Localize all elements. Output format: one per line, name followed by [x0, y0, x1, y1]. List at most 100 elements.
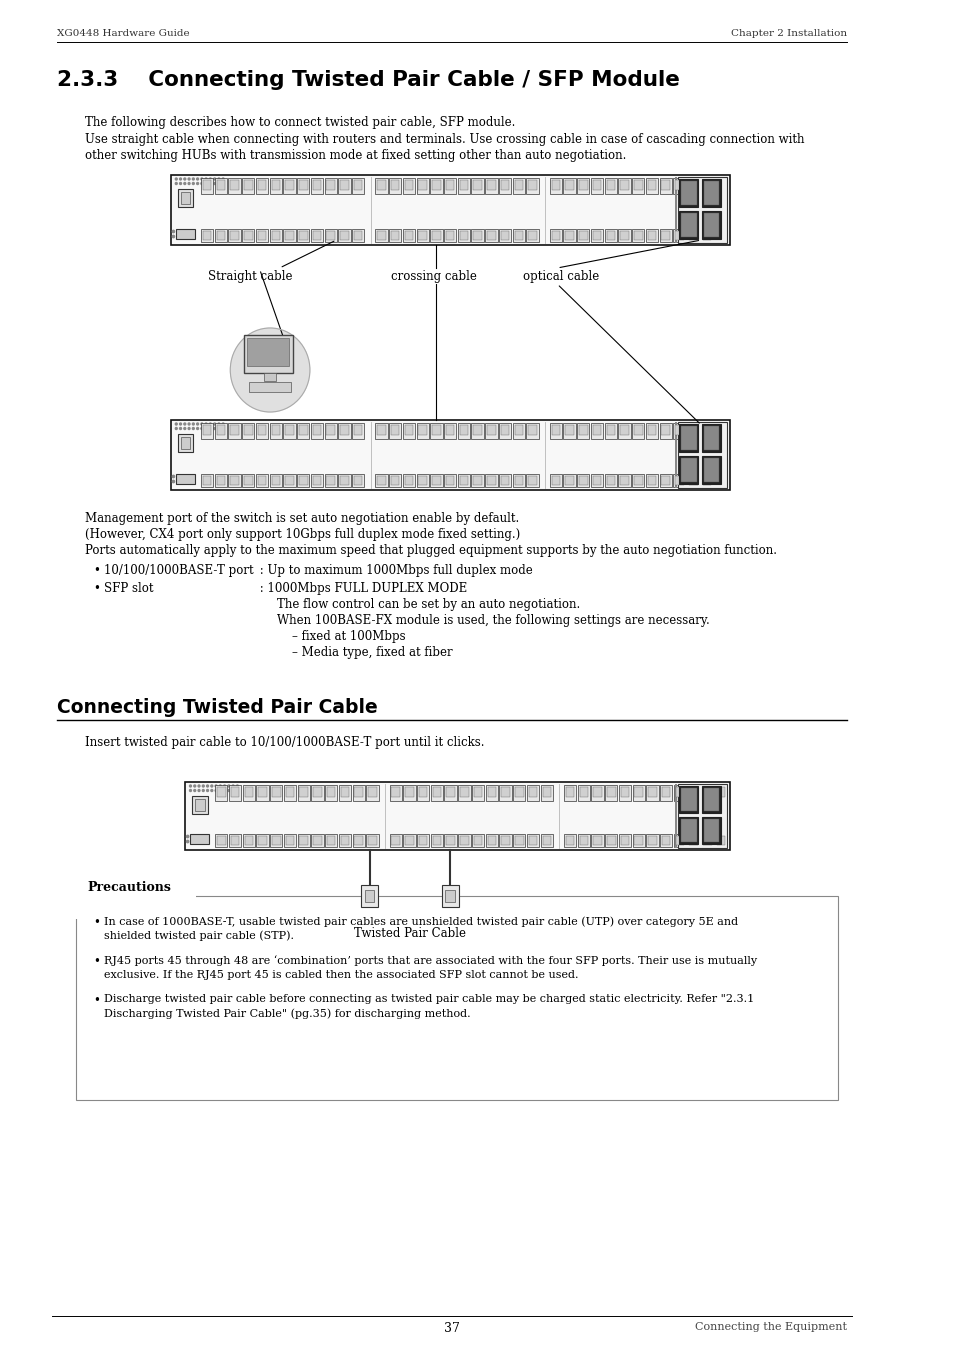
Bar [513, 785, 525, 801]
Bar [403, 785, 416, 801]
Bar [702, 426, 711, 435]
Bar [500, 231, 509, 240]
Circle shape [201, 423, 203, 426]
Circle shape [217, 182, 219, 185]
Bar [313, 231, 321, 240]
Bar [473, 476, 481, 485]
Bar [244, 836, 253, 844]
Bar [181, 192, 191, 204]
Bar [285, 231, 294, 240]
Bar [472, 834, 484, 847]
Bar [391, 426, 399, 435]
Bar [686, 178, 699, 195]
Bar [416, 834, 429, 847]
Circle shape [205, 423, 207, 426]
Circle shape [196, 178, 198, 180]
Bar [526, 834, 538, 847]
Bar [592, 476, 600, 485]
Bar [618, 423, 630, 439]
Bar [512, 474, 524, 486]
Bar [244, 426, 253, 435]
Bar [499, 785, 511, 801]
Bar [283, 230, 295, 242]
Bar [485, 178, 497, 195]
Bar [214, 474, 227, 486]
Bar [563, 474, 575, 486]
Bar [716, 836, 724, 844]
Bar [389, 230, 401, 242]
Bar [592, 426, 600, 435]
Bar [577, 423, 589, 439]
Bar [325, 785, 337, 801]
Bar [673, 178, 685, 195]
Bar [498, 178, 511, 195]
Bar [604, 230, 617, 242]
Bar [296, 474, 309, 486]
Bar [680, 458, 696, 482]
Bar [432, 476, 440, 485]
Bar [270, 785, 282, 801]
Bar [258, 836, 267, 844]
Bar [338, 834, 351, 847]
Bar [700, 474, 713, 486]
Bar [474, 788, 482, 797]
Bar [604, 785, 617, 801]
Text: XG0448 Hardware Guide: XG0448 Hardware Guide [57, 28, 190, 38]
Bar [445, 890, 455, 902]
Bar [270, 474, 282, 486]
Circle shape [184, 423, 186, 426]
Bar [632, 230, 644, 242]
Bar [526, 474, 538, 486]
Bar [338, 230, 351, 242]
Bar [565, 180, 573, 190]
Text: (However, CX4 port only support 10Gbps full duplex mode fixed setting.): (However, CX4 port only support 10Gbps f… [85, 528, 520, 540]
Circle shape [179, 423, 181, 426]
Bar [457, 834, 470, 847]
Bar [203, 231, 212, 240]
Bar [459, 180, 468, 190]
Bar [459, 476, 468, 485]
Bar [355, 788, 362, 797]
Circle shape [207, 789, 209, 792]
Circle shape [213, 427, 215, 430]
Bar [366, 834, 378, 847]
Bar [402, 178, 415, 195]
Bar [443, 474, 456, 486]
Bar [702, 180, 711, 190]
Bar [606, 231, 615, 240]
Bar [680, 788, 696, 811]
Circle shape [188, 182, 190, 185]
Circle shape [172, 481, 174, 482]
Bar [578, 426, 587, 435]
Bar [338, 474, 351, 486]
Bar [389, 474, 401, 486]
Bar [634, 788, 642, 797]
Bar [700, 178, 713, 195]
Bar [645, 474, 658, 486]
Bar [255, 178, 268, 195]
Bar [446, 788, 455, 797]
Bar [634, 426, 642, 435]
Bar [459, 788, 468, 797]
Bar [443, 178, 456, 195]
Bar [661, 836, 670, 844]
Bar [619, 231, 628, 240]
Text: exclusive. If the RJ45 port 45 is cabled then the associated SFP slot cannot be : exclusive. If the RJ45 port 45 is cabled… [104, 970, 578, 979]
Bar [430, 834, 442, 847]
Bar [352, 423, 364, 439]
Bar [618, 230, 630, 242]
Bar [645, 178, 658, 195]
Bar [701, 211, 720, 239]
Bar [459, 231, 468, 240]
Bar [675, 836, 683, 844]
Bar [680, 181, 696, 205]
Bar [485, 230, 497, 242]
Bar [606, 836, 615, 844]
Text: Discharge twisted pair cable before connecting as twisted pair cable may be char: Discharge twisted pair cable before conn… [104, 994, 754, 1004]
Circle shape [196, 427, 198, 430]
Bar [242, 834, 254, 847]
Bar [430, 474, 442, 486]
Bar [216, 231, 225, 240]
Bar [283, 474, 295, 486]
Bar [618, 834, 631, 847]
